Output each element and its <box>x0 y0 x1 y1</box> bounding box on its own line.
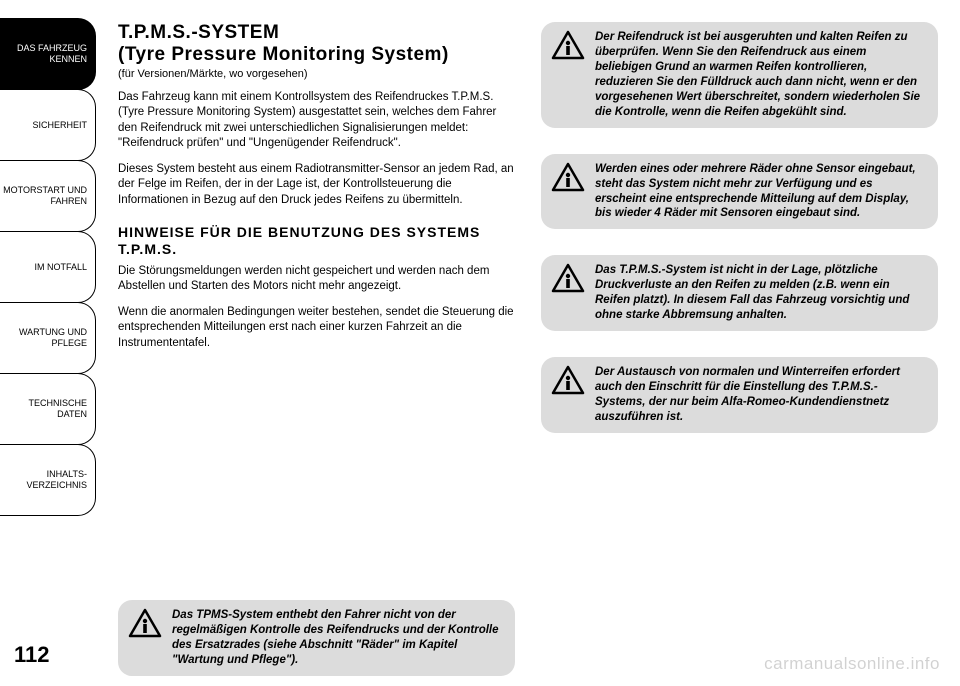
tab-label: SICHERHEIT <box>32 120 87 131</box>
sidebar-tabs: DAS FAHRZEUG KENNEN SICHERHEIT MOTORSTAR… <box>0 0 96 686</box>
tab-label: WARTUNG UND PFLEGE <box>19 327 87 349</box>
tab-das-fahrzeug-kennen[interactable]: DAS FAHRZEUG KENNEN <box>0 18 96 90</box>
tab-inhaltsverzeichnis[interactable]: INHALTS- VERZEICHNIS <box>0 444 96 516</box>
tab-technische-daten[interactable]: TECHNISCHE DATEN <box>0 373 96 445</box>
tab-wartung-und-pflege[interactable]: WARTUNG UND PFLEGE <box>0 302 96 374</box>
tab-label: DAS FAHRZEUG KENNEN <box>17 43 87 65</box>
tab-sicherheit[interactable]: SICHERHEIT <box>0 89 96 161</box>
page-number: 112 <box>14 642 50 668</box>
sub-heading: (für Versionen/Märkte, wo vorgesehen) <box>118 68 515 80</box>
main-heading: T.P.M.S.-SYSTEM (Tyre Pressure Monitorin… <box>118 22 515 66</box>
warning-box: Das TPMS-System enthebt den Fahrer nicht… <box>118 600 515 676</box>
page: DAS FAHRZEUG KENNEN SICHERHEIT MOTORSTAR… <box>0 0 960 686</box>
paragraph: Wenn die anormalen Bedingungen weiter be… <box>118 305 515 352</box>
content: T.P.M.S.-SYSTEM (Tyre Pressure Monitorin… <box>96 0 960 686</box>
warning-box: Werden eines oder mehrere Räder ohne Sen… <box>541 154 938 230</box>
warning-text: Der Reifendruck ist bei ausgeruhten und … <box>595 30 926 120</box>
tab-label: INHALTS- VERZEICHNIS <box>26 469 87 491</box>
section-heading: HINWEISE FÜR DIE BENUTZUNG DES SYSTEMS T… <box>118 224 515 258</box>
warning-box: Der Reifendruck ist bei ausgeruhten und … <box>541 22 938 128</box>
warning-icon <box>551 162 585 192</box>
warning-box: Der Austausch von normalen und Winterrei… <box>541 357 938 433</box>
paragraph: Das Fahrzeug kann mit einem Kontrollsyst… <box>118 90 515 152</box>
warning-text: Werden eines oder mehrere Räder ohne Sen… <box>595 162 926 222</box>
warning-icon <box>551 30 585 60</box>
warning-text: Der Austausch von normalen und Winterrei… <box>595 365 926 425</box>
warning-text: Das T.P.M.S.-System ist nicht in der Lag… <box>595 263 926 323</box>
left-column: T.P.M.S.-SYSTEM (Tyre Pressure Monitorin… <box>118 22 515 676</box>
tab-label: TECHNISCHE DATEN <box>0 398 87 420</box>
warning-icon <box>128 608 162 638</box>
warning-icon <box>551 365 585 395</box>
right-column: Der Reifendruck ist bei ausgeruhten und … <box>541 22 938 676</box>
paragraph: Die Störungsmeldungen werden nicht gespe… <box>118 264 515 295</box>
warning-box: Das T.P.M.S.-System ist nicht in der Lag… <box>541 255 938 331</box>
tab-label: IM NOTFALL <box>34 262 87 273</box>
tab-label: MOTORSTART UND FAHREN <box>3 185 87 207</box>
tab-motorstart-und-fahren[interactable]: MOTORSTART UND FAHREN <box>0 160 96 232</box>
warning-icon <box>551 263 585 293</box>
paragraph: Dieses System besteht aus einem Radiotra… <box>118 162 515 209</box>
warning-text: Das TPMS-System enthebt den Fahrer nicht… <box>172 608 503 668</box>
tab-im-notfall[interactable]: IM NOTFALL <box>0 231 96 303</box>
watermark: carmanualsonline.info <box>764 654 940 674</box>
